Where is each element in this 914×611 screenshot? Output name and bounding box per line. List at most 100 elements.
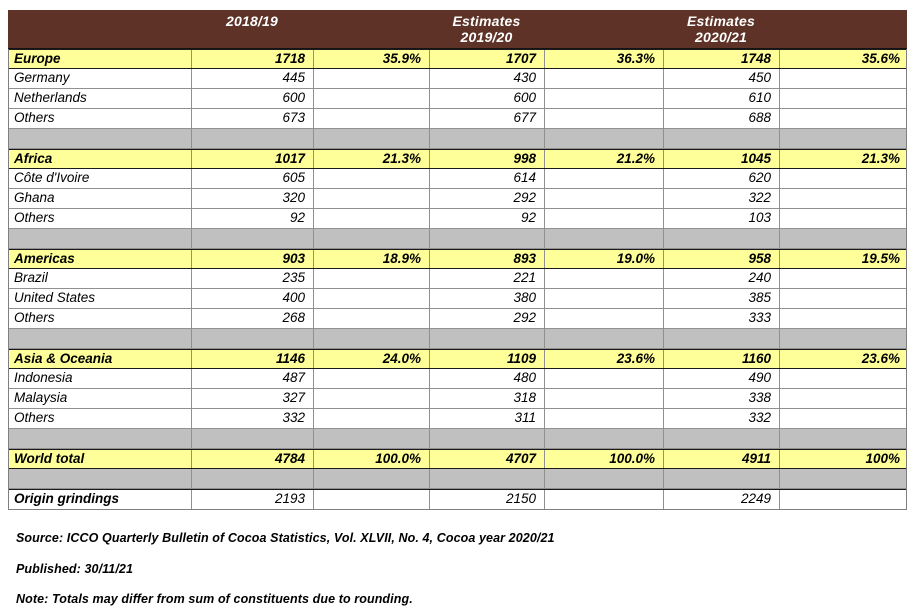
cell-value: 36.3% — [545, 50, 664, 68]
table-row: Asia & Oceania 1146 24.0% 1109 23.6% 1160 23.6… — [9, 349, 906, 369]
row-label: Malaysia — [9, 389, 192, 408]
cell-value: 19.5% — [861, 251, 900, 266]
table-row: Origin grindings 2193 2150 2249 — [9, 489, 906, 509]
row-label: Others — [9, 409, 192, 428]
cell-value — [780, 269, 908, 288]
cell-value — [545, 469, 664, 488]
cell-value: 35.6% — [861, 51, 900, 66]
row-label — [9, 469, 192, 488]
cell-value: 2150 — [430, 490, 545, 509]
row-label: Ghana — [9, 189, 192, 208]
header-spacer-cell — [313, 10, 429, 48]
cell-value — [314, 490, 430, 509]
cell-value — [192, 469, 314, 488]
header-spacer-cell — [544, 10, 663, 48]
cell-value: 4911 — [664, 450, 780, 468]
row-label: Others — [9, 309, 192, 328]
cell-value — [545, 429, 664, 448]
spacer-row — [9, 329, 906, 349]
row-label — [9, 129, 192, 148]
cell-value: 1045 — [664, 150, 780, 168]
header-spacer-cell — [779, 10, 907, 48]
table-row: Malaysia 327 318 338 — [9, 389, 906, 409]
cell-value: 380 — [430, 289, 545, 308]
cell-value — [780, 109, 908, 128]
cell-value: 18.9% — [314, 250, 430, 268]
cell-value: 21.2% — [545, 150, 664, 168]
row-label: Africa — [9, 150, 192, 168]
spacer-row — [9, 129, 906, 149]
table-row: Indonesia 487 480 490 — [9, 369, 906, 389]
cell-value: 4707 — [430, 450, 545, 468]
cell-value: 240 — [664, 269, 780, 288]
cell-value — [314, 69, 430, 88]
row-label: Others — [9, 209, 192, 228]
cell-value: 4784 — [192, 450, 314, 468]
cell-value — [314, 309, 430, 328]
table-row: Ghana 320 292 322 — [9, 189, 906, 209]
cell-value — [780, 309, 908, 328]
cell-value — [545, 369, 664, 388]
cell-value — [545, 89, 664, 108]
header-region-cell — [8, 10, 191, 48]
cell-value — [545, 229, 664, 248]
cell-value: 23.6% — [861, 351, 900, 366]
cell-value — [314, 129, 430, 148]
cell-value: 673 — [192, 109, 314, 128]
cell-value — [314, 229, 430, 248]
cell-value: 333 — [664, 309, 780, 328]
cell-value: 332 — [664, 409, 780, 428]
cell-value — [314, 269, 430, 288]
cell-value: 292 — [430, 189, 545, 208]
cell-value: 600 — [192, 89, 314, 108]
cell-value: 400 — [192, 289, 314, 308]
cell-value: 2249 — [664, 490, 780, 509]
table-row: Africa 1017 21.3% 998 21.2% 1045 21.3% — [9, 149, 906, 169]
cell-value — [780, 129, 908, 148]
column-header-label: Estimates — [452, 13, 521, 29]
cell-value — [314, 169, 430, 188]
cell-value: 610 — [664, 89, 780, 108]
table-row: World total 4784 100.0% 4707 100.0% 4911 100% — [9, 449, 906, 469]
source-note: Source: ICCO Quarterly Bulletin of Cocoa… — [16, 531, 555, 545]
cell-value: 311 — [430, 409, 545, 428]
table-row: Americas 903 18.9% 893 19.0% 958 19.5% — [9, 249, 906, 269]
cell-value — [545, 389, 664, 408]
spacer-row — [9, 429, 906, 449]
cell-value — [664, 469, 780, 488]
grindings-table: 2018/19 Estimates 2019/20 Estimates 2020… — [8, 10, 907, 510]
row-label: Brazil — [9, 269, 192, 288]
cell-value: 21.3% — [314, 150, 430, 168]
cell-value: 320 — [192, 189, 314, 208]
cell-value — [314, 469, 430, 488]
cell-value — [314, 109, 430, 128]
cell-value — [780, 369, 908, 388]
cell-value: 103 — [664, 209, 780, 228]
cell-value: 605 — [192, 169, 314, 188]
cell-value — [664, 229, 780, 248]
cell-value: 19.0% — [545, 250, 664, 268]
column-header-2018-19: 2018/19 — [191, 10, 313, 48]
cell-value — [780, 289, 908, 308]
cell-value: 92 — [192, 209, 314, 228]
cell-value — [545, 490, 664, 509]
row-label: Asia & Oceania — [9, 350, 192, 368]
cell-value — [545, 209, 664, 228]
cell-value: 292 — [430, 309, 545, 328]
cell-value: 327 — [192, 389, 314, 408]
cell-value — [780, 189, 908, 208]
cell-value: 221 — [430, 269, 545, 288]
cell-value — [430, 469, 545, 488]
cell-value — [314, 409, 430, 428]
table-row: Germany 445 430 450 — [9, 69, 906, 89]
cell-value: 100% — [865, 451, 900, 466]
cell-value — [780, 229, 908, 248]
cell-value — [780, 209, 908, 228]
row-label: Netherlands — [9, 89, 192, 108]
cell-value — [314, 389, 430, 408]
table-body: Europe 1718 35.9% 1707 36.3% 1748 35.6% Germany… — [8, 49, 907, 510]
cell-value — [430, 429, 545, 448]
cell-value: 677 — [430, 109, 545, 128]
cell-value: 1109 — [430, 350, 545, 368]
